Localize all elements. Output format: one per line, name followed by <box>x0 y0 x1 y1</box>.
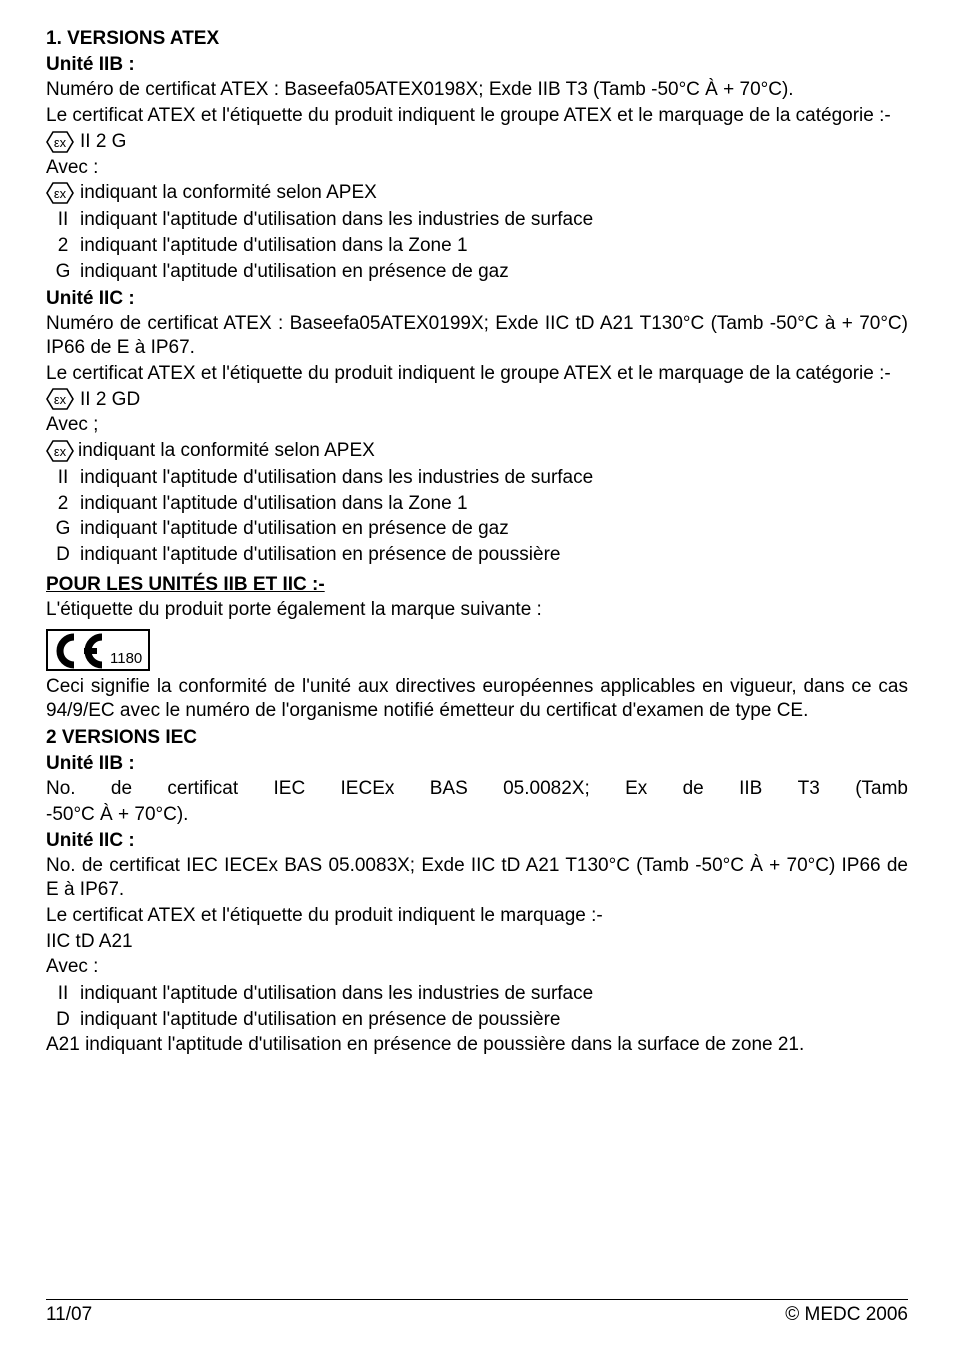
page: 1. VERSIONS ATEX Unité IIB : Numéro de c… <box>0 0 954 1354</box>
footer-copyright: © MEDC 2006 <box>785 1304 908 1326</box>
unit-iic-title: Unité IIC : <box>46 288 908 310</box>
legend-symbol: D <box>46 1007 80 1033</box>
svg-text:εx: εx <box>54 392 67 407</box>
ce-number: 1180 <box>110 650 142 669</box>
ex-hexagon-icon: εx <box>46 439 74 463</box>
legend-symbol: G <box>46 516 80 542</box>
legend-g: G indiquant l'aptitude d'utilisation en … <box>46 259 908 285</box>
iic-cert-line-2: Le certificat ATEX et l'étiquette du pro… <box>46 362 908 386</box>
both-units-line: L'étiquette du produit porte également l… <box>46 598 908 622</box>
avec-label-2: Avec ; <box>46 413 908 437</box>
iic-mark-line: εx II 2 GD <box>46 387 908 411</box>
avec-label: Avec : <box>46 156 908 180</box>
legend-symbol: G <box>46 259 80 285</box>
legend-2: 2 indiquant l'aptitude d'utilisation dan… <box>46 233 908 259</box>
iic-mark-text: II 2 GD <box>80 388 140 412</box>
footer-date: 11/07 <box>46 1304 92 1326</box>
iec-iib-cert-line1: No. de certificat IEC IECEx BAS 05.0082X… <box>46 777 908 801</box>
page-footer: 11/07 © MEDC 2006 <box>46 1299 908 1326</box>
legend-text: indiquant l'aptitude d'utilisation dans … <box>80 233 908 259</box>
ex-conformity-text: indiquant la conformité selon APEX <box>80 181 377 205</box>
iib-mark-text: II 2 G <box>80 130 126 154</box>
legend-text: indiquant l'aptitude d'utilisation dans … <box>80 491 908 517</box>
section-2-title: 2 VERSIONS IEC <box>46 727 908 749</box>
iec-mark-intro: Le certificat ATEX et l'étiquette du pro… <box>46 904 908 928</box>
legend-ii-3: II indiquant l'aptitude d'utilisation da… <box>46 981 908 1007</box>
svg-text:εx: εx <box>54 444 67 459</box>
iec-iic-cert: No. de certificat IEC IECEx BAS 05.0083X… <box>46 854 908 902</box>
legend-text: indiquant l'aptitude d'utilisation en pr… <box>80 1007 908 1033</box>
legend-ii-2: II indiquant l'aptitude d'utilisation da… <box>46 465 908 491</box>
legend-text: indiquant l'aptitude d'utilisation dans … <box>80 207 908 233</box>
legend-text: indiquant l'aptitude d'utilisation dans … <box>80 465 908 491</box>
legend-2-2: 2 indiquant l'aptitude d'utilisation dan… <box>46 491 908 517</box>
legend-text: indiquant l'aptitude d'utilisation en pr… <box>80 259 908 285</box>
iic-cert-line: Numéro de certificat ATEX : Baseefa05ATE… <box>46 312 908 360</box>
legend-symbol: 2 <box>46 233 80 259</box>
ex-conformity-text-2: indiquant la conformité selon APEX <box>78 439 375 463</box>
iec-iib-cert-line2: -50°C À + 70°C). <box>46 803 908 827</box>
iib-cert-line-2: Le certificat ATEX et l'étiquette du pro… <box>46 104 908 128</box>
legend-symbol: D <box>46 542 80 568</box>
ex-conformity-line-2: εx indiquant la conformité selon APEX <box>46 439 908 463</box>
unit-iib-title: Unité IIB : <box>46 54 908 76</box>
ce-mark-box: 1180 <box>46 629 150 671</box>
legend-symbol: II <box>46 207 80 233</box>
legend-g-2: G indiquant l'aptitude d'utilisation en … <box>46 516 908 542</box>
avec-label-3: Avec : <box>46 955 908 979</box>
legend-d: D indiquant l'aptitude d'utilisation en … <box>46 542 908 568</box>
iec-iic-title: Unité IIC : <box>46 830 908 852</box>
iib-cert-line: Numéro de certificat ATEX : Baseefa05ATE… <box>46 78 908 102</box>
ce-mark-icon <box>52 633 108 669</box>
ex-hexagon-icon: εx <box>46 130 74 154</box>
legend-d-2: D indiquant l'aptitude d'utilisation en … <box>46 1007 908 1033</box>
legend-text: indiquant l'aptitude d'utilisation en pr… <box>80 516 908 542</box>
section-1-title: 1. VERSIONS ATEX <box>46 28 908 50</box>
legend-symbol: II <box>46 465 80 491</box>
legend-symbol: 2 <box>46 491 80 517</box>
a21-line: A21 indiquant l'aptitude d'utilisation e… <box>46 1033 908 1057</box>
svg-text:εx: εx <box>54 135 67 150</box>
iec-iib-title: Unité IIB : <box>46 753 908 775</box>
ex-conformity-line: εx indiquant la conformité selon APEX <box>46 181 908 205</box>
legend-text: indiquant l'aptitude d'utilisation en pr… <box>80 542 908 568</box>
iib-mark-line: εx II 2 G <box>46 130 908 154</box>
iec-mark: IIC tD A21 <box>46 930 908 954</box>
ex-hexagon-icon: εx <box>46 387 74 411</box>
both-units-title: POUR LES UNITÉS IIB ET IIC :- <box>46 574 908 596</box>
legend-ii: II indiquant l'aptitude d'utilisation da… <box>46 207 908 233</box>
legend-symbol: II <box>46 981 80 1007</box>
ce-description: Ceci signifie la conformité de l'unité a… <box>46 675 908 723</box>
legend-text: indiquant l'aptitude d'utilisation dans … <box>80 981 908 1007</box>
ex-hexagon-icon: εx <box>46 181 74 205</box>
svg-text:εx: εx <box>54 186 67 201</box>
